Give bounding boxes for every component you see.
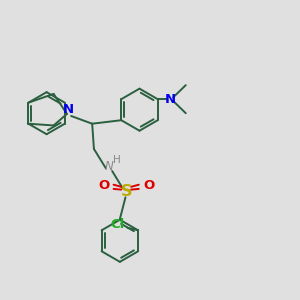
Text: S: S xyxy=(120,184,132,199)
Text: N: N xyxy=(104,160,113,173)
Text: N: N xyxy=(165,93,176,106)
Text: N: N xyxy=(63,103,74,116)
Text: H: H xyxy=(113,155,121,165)
Text: O: O xyxy=(143,179,154,192)
Text: Cl: Cl xyxy=(111,218,125,231)
Text: O: O xyxy=(98,179,110,192)
